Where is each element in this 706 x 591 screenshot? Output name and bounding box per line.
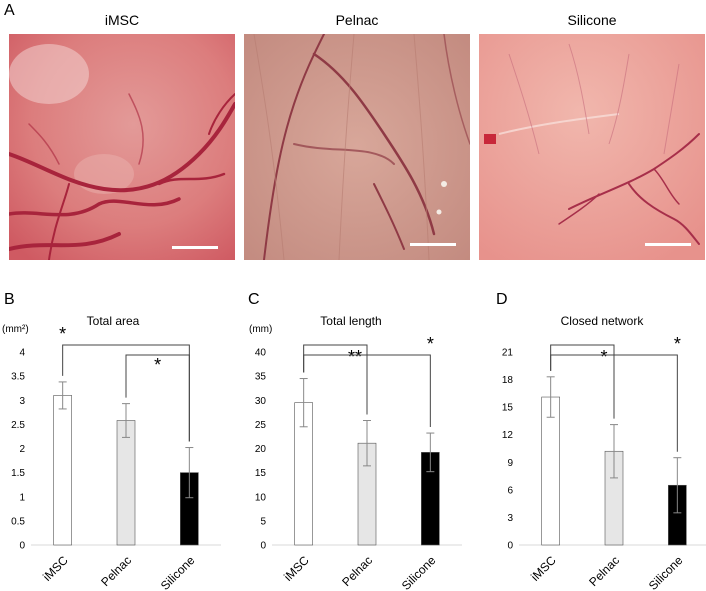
photo-title-imsc: iMSC	[104, 12, 140, 28]
significance-label: *	[154, 355, 161, 375]
x-tick-label: iMSC	[281, 553, 312, 584]
y-tick-label: 35	[255, 372, 267, 383]
panel-label-b: B	[4, 291, 15, 308]
x-tick-label: Pelnac	[586, 553, 622, 589]
x-tick-label: Pelnac	[339, 553, 375, 589]
x-tick-label: Silicone	[158, 553, 198, 591]
y-tick-label: 20	[255, 444, 267, 455]
y-tick-label: 30	[255, 396, 267, 407]
y-tick-label: 6	[507, 485, 513, 496]
bar-pelnac	[116, 420, 136, 546]
photo-pelnac	[244, 34, 470, 260]
y-tick-label: 18	[502, 375, 514, 386]
significance-label: *	[674, 334, 681, 354]
y-tick-label: 3	[507, 513, 513, 524]
scale-bar-imsc	[172, 246, 218, 249]
y-tick-label: 10	[255, 492, 267, 503]
y-tick-label: 1	[19, 492, 25, 503]
y-tick-label: 15	[502, 403, 514, 414]
bar-imsc	[53, 395, 72, 546]
x-tick-label: iMSC	[528, 553, 559, 584]
chart-title-b: Total area	[87, 314, 140, 328]
panel-label-d: D	[496, 291, 508, 308]
bar-imsc	[541, 396, 560, 546]
y-tick-label: 21	[502, 348, 514, 359]
panel-label-c: C	[248, 291, 260, 308]
y-tick-label: 0	[507, 541, 513, 552]
y-tick-label: 0.5	[11, 516, 25, 527]
x-tick-label: iMSC	[40, 553, 71, 584]
photo-title-pelnac: Pelnac	[335, 12, 379, 28]
y-tick-label: 40	[255, 348, 267, 359]
significance-bracket	[550, 354, 678, 452]
y-tick-label: 9	[507, 458, 513, 469]
y-tick-label: 25	[255, 420, 267, 431]
y-tick-label: 12	[502, 430, 514, 441]
bar-charts: B Total area (mm²) 0 0.5 1 1.5 2 2.5 3 3.5 4 iMSC Pel…	[2, 291, 706, 591]
y-tick-label: 2.5	[11, 420, 25, 431]
chart-title-c: Total length	[320, 314, 381, 328]
photo-title-silicone: Silicone	[567, 12, 617, 28]
significance-label: *	[600, 347, 607, 367]
x-tick-label: Silicone	[399, 553, 439, 591]
y-unit-label-c: (mm)	[249, 324, 272, 335]
y-tick-label: 3	[19, 396, 25, 407]
scale-bar-silicone	[645, 243, 691, 246]
significance-label: *	[59, 324, 66, 344]
y-tick-label: 2	[19, 444, 25, 455]
photo-imsc	[9, 34, 235, 260]
x-tick-label: Silicone	[646, 553, 686, 591]
x-tick-label: Pelnac	[98, 553, 134, 589]
y-unit-label-b: (mm²)	[2, 324, 29, 335]
y-tick-label: 3.5	[11, 372, 25, 383]
significance-bracket	[125, 354, 190, 442]
y-tick-label: 1.5	[11, 468, 25, 479]
scale-bar-pelnac	[410, 243, 456, 246]
y-tick-label: 15	[255, 468, 267, 479]
chart-title-d: Closed network	[561, 314, 645, 328]
significance-label: *	[427, 334, 434, 354]
photo-silicone	[479, 34, 705, 260]
y-tick-label: 4	[19, 348, 25, 359]
y-tick-label: 0	[260, 541, 266, 552]
y-tick-label: 0	[19, 541, 25, 552]
y-tick-label: 5	[260, 516, 266, 527]
panel-label-a: A	[4, 2, 15, 19]
significance-label: **	[348, 347, 362, 367]
significance-bracket	[303, 354, 431, 428]
